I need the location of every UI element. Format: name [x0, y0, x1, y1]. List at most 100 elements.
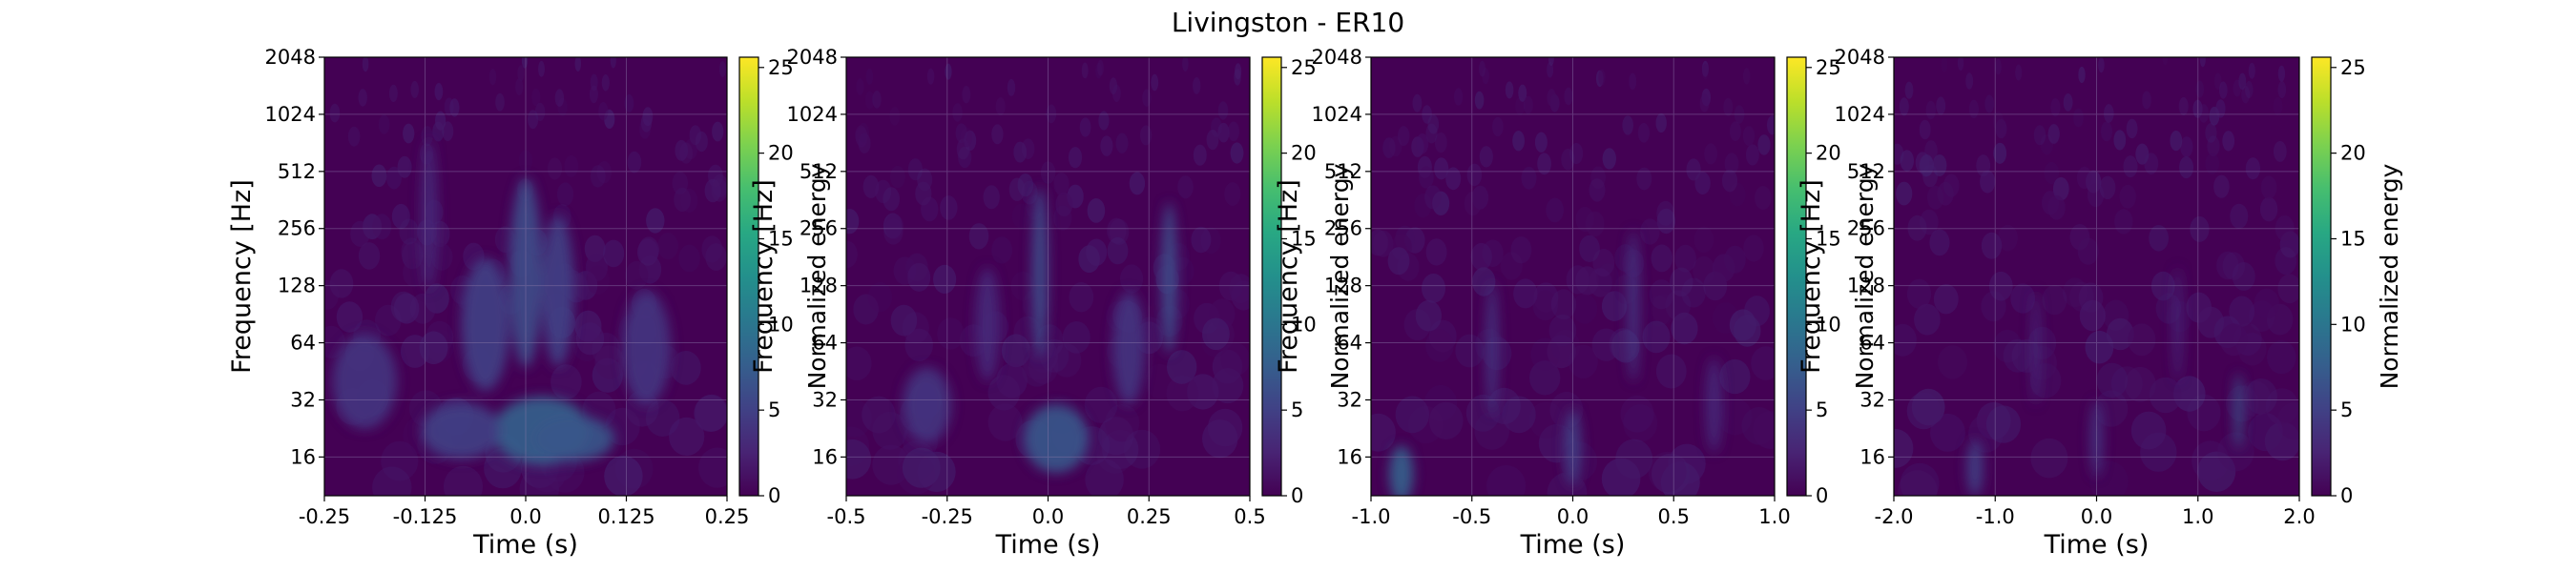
energy-tile-2: [1966, 439, 1984, 496]
colorbar-tick-label: 0: [768, 484, 780, 507]
energy-tile-1: [1024, 404, 1089, 473]
x-tick-label: 2.0: [2283, 505, 2315, 528]
y-tick-label: 256: [1324, 217, 1362, 240]
y-axis-label: Frequency [Hz]: [1274, 179, 1303, 374]
y-tick-label: 64: [812, 332, 838, 355]
x-tick-label: 1.0: [1758, 505, 1790, 528]
energy-tile-4: [903, 367, 951, 443]
colorbar-label: Normalized energy: [2376, 163, 2403, 389]
y-tick-label: 64: [290, 332, 316, 355]
x-tick-label: 0.125: [597, 505, 654, 528]
y-tick-label: 16: [1337, 445, 1362, 468]
x-axis-label: Time (s): [1520, 530, 1626, 560]
y-tick-label: 512: [800, 160, 838, 183]
energy-tile-3: [1485, 281, 1499, 415]
y-tick-label: 512: [278, 160, 316, 183]
energy-tile-8: [622, 291, 671, 405]
x-tick-label: -0.5: [1452, 505, 1491, 528]
colorbar-label: Normalized energy: [803, 163, 831, 389]
energy-tile-6: [541, 214, 574, 367]
colorbar-tick-label: 10: [768, 313, 794, 336]
energy-tile-4: [2031, 291, 2041, 405]
x-tick-label: -0.125: [393, 505, 458, 528]
y-tick-label: 32: [1337, 388, 1362, 411]
x-tick-label: -0.25: [922, 505, 973, 528]
energy-tile-5: [2173, 267, 2182, 381]
y-tick-label: 16: [1859, 445, 1885, 468]
energy-tile-5: [1112, 291, 1145, 405]
colorbar-tick-label: 25: [1291, 56, 1317, 79]
energy-tile-3: [1160, 202, 1177, 355]
energy-tile-2: [1031, 187, 1049, 358]
x-tick-label: 0.5: [1658, 505, 1690, 528]
x-tick-label: 0.5: [1234, 505, 1265, 528]
colorbar: [1261, 56, 1282, 497]
spectrogram-panel-3: -1.0 -0.5 0.0 0.5 1.0 16 32 64 128 256 512 1024 2048…: [1274, 46, 1879, 560]
energy-tile-3: [2090, 400, 2103, 477]
spectrogram-panel-4: -2.0 -1.0 0.0 1.0 2.0 16 32 64 128 256 512 1024 2048…: [1797, 46, 2403, 560]
spectrogram-energy: [1371, 57, 1775, 496]
colorbar-label: Normalized energy: [1851, 163, 1879, 389]
colorbar-tick-label: 5: [1291, 398, 1303, 421]
y-axis-label: Frequency [Hz]: [749, 179, 779, 374]
colorbar-tick-label: 15: [1816, 227, 1841, 250]
x-axis-label: Time (s): [2044, 530, 2150, 560]
x-tick-label: -2.0: [1875, 505, 1914, 528]
y-tick-label: 2048: [1835, 46, 1885, 69]
x-tick-label: 0.0: [1557, 505, 1589, 528]
energy-tile-6: [975, 267, 1000, 381]
y-axis-label: Frequency [Hz]: [227, 179, 257, 374]
y-tick-label: 64: [1337, 332, 1362, 355]
x-tick-label: 0.25: [705, 505, 750, 528]
energy-tile-4: [461, 257, 510, 391]
colorbar-tick-label: 25: [768, 56, 794, 79]
y-tick-label: 16: [812, 445, 838, 468]
y-tick-label: 128: [1324, 275, 1362, 297]
colorbar-tick-label: 20: [768, 142, 794, 165]
spectrogram-energy: [846, 57, 1250, 496]
y-tick-label: 16: [290, 445, 316, 468]
y-tick-label: 1024: [1835, 103, 1885, 126]
energy-tile-4: [1627, 230, 1640, 382]
colorbar: [738, 56, 759, 497]
x-tick-label: -1.0: [1976, 505, 2015, 528]
y-tick-label: 1024: [1312, 103, 1362, 126]
y-tick-label: 512: [1324, 160, 1362, 183]
colorbar-tick-label: 15: [768, 227, 794, 250]
y-tick-label: 128: [1847, 275, 1885, 297]
colorbar-tick-label: 20: [1291, 142, 1317, 165]
colorbar-tick-label: 10: [1291, 313, 1317, 336]
colorbar-label: Normalized energy: [1326, 163, 1354, 389]
colorbar-tick-label: 15: [1291, 227, 1317, 250]
spectrogram-panel-2: -0.5 -0.25 0.0 0.25 0.5 16 32 64 128 256 512 1024 20…: [749, 46, 1354, 560]
energy-tile-1: [1389, 445, 1414, 496]
colorbar-tick-label: 20: [1816, 142, 1841, 165]
energy-tile-5: [509, 177, 542, 368]
energy-tile-9: [421, 139, 438, 292]
spectrogram-energy: [1894, 57, 2299, 496]
colorbar-tick-label: 0: [1816, 484, 1828, 507]
y-tick-label: 128: [800, 275, 838, 297]
colorbar-tick-label: 20: [2340, 142, 2366, 165]
spectrogram-energy: [324, 57, 727, 496]
y-axis-label: Frequency [Hz]: [1797, 179, 1826, 374]
y-tick-label: 32: [812, 388, 838, 411]
energy-tile-5: [1706, 358, 1722, 453]
y-tick-label: 256: [278, 217, 316, 240]
colorbar: [2311, 56, 2332, 497]
colorbar-tick-label: 5: [2340, 398, 2353, 421]
colorbar-tick-label: 25: [1816, 56, 1841, 79]
x-axis-label: Time (s): [472, 530, 578, 560]
x-tick-label: 0.0: [2081, 505, 2112, 528]
colorbar-tick-label: 10: [2340, 313, 2366, 336]
y-tick-label: 64: [1859, 332, 1885, 355]
energy-tile-1: [2234, 373, 2243, 449]
y-tick-label: 2048: [787, 46, 838, 69]
noise-texture: [1894, 57, 2299, 496]
y-tick-label: 2048: [1312, 46, 1362, 69]
x-tick-label: 0.0: [509, 505, 541, 528]
y-tick-label: 128: [278, 275, 316, 297]
x-tick-label: -0.25: [299, 505, 350, 528]
x-tick-label: -0.5: [827, 505, 866, 528]
